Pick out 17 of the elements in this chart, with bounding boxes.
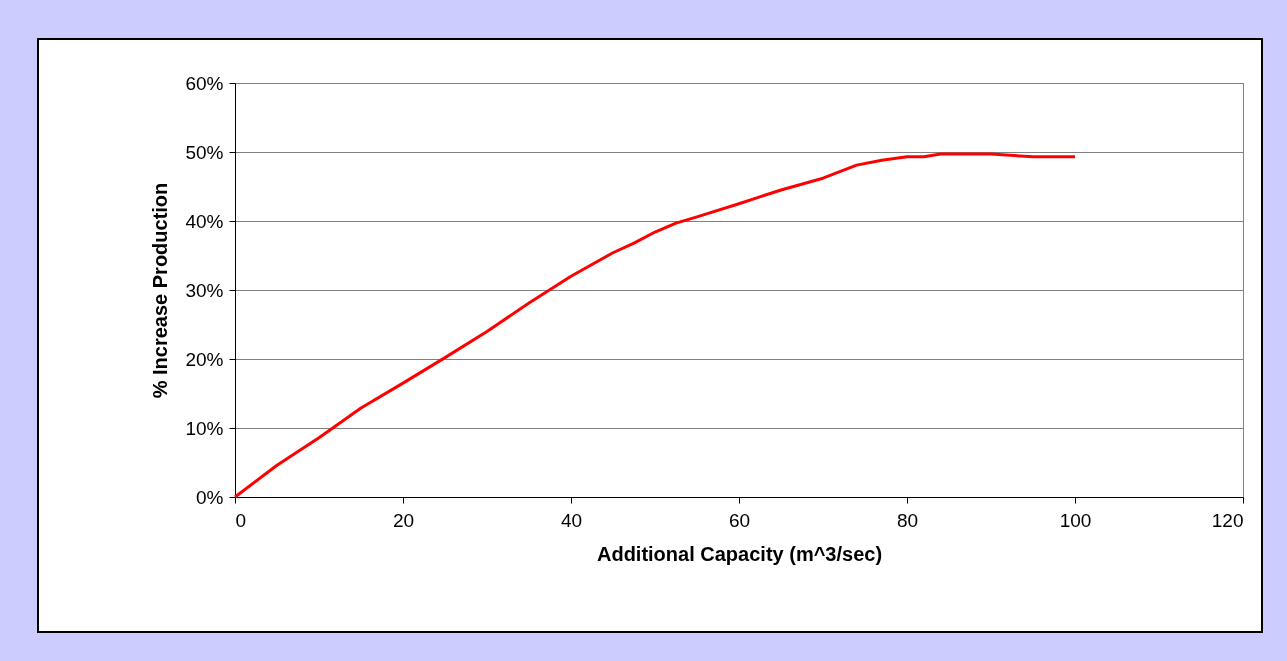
x-tick-label: 60 <box>728 509 751 531</box>
x-tick-label: 80 <box>896 509 919 531</box>
x-axis-title: Additional Capacity (m^3/sec) <box>596 542 883 565</box>
x-tick-label: 120 <box>1211 509 1244 531</box>
y-tick-label: 0% <box>196 486 224 508</box>
y-tick-label: 40% <box>185 210 224 232</box>
x-tick-label: 40 <box>560 509 583 531</box>
x-tick-label: 0 <box>235 509 247 531</box>
y-tick-label: 50% <box>185 141 224 163</box>
y-tick-label: 10% <box>185 417 224 439</box>
line-series <box>233 152 1077 499</box>
x-tick-label: 100 <box>1059 509 1092 531</box>
y-axis-title: % Increase Production <box>149 182 172 399</box>
y-tick-label: 20% <box>185 348 224 370</box>
x-tick-label: 20 <box>392 509 415 531</box>
y-tick-label: 60% <box>185 72 224 94</box>
y-tick-label: 30% <box>185 279 224 301</box>
